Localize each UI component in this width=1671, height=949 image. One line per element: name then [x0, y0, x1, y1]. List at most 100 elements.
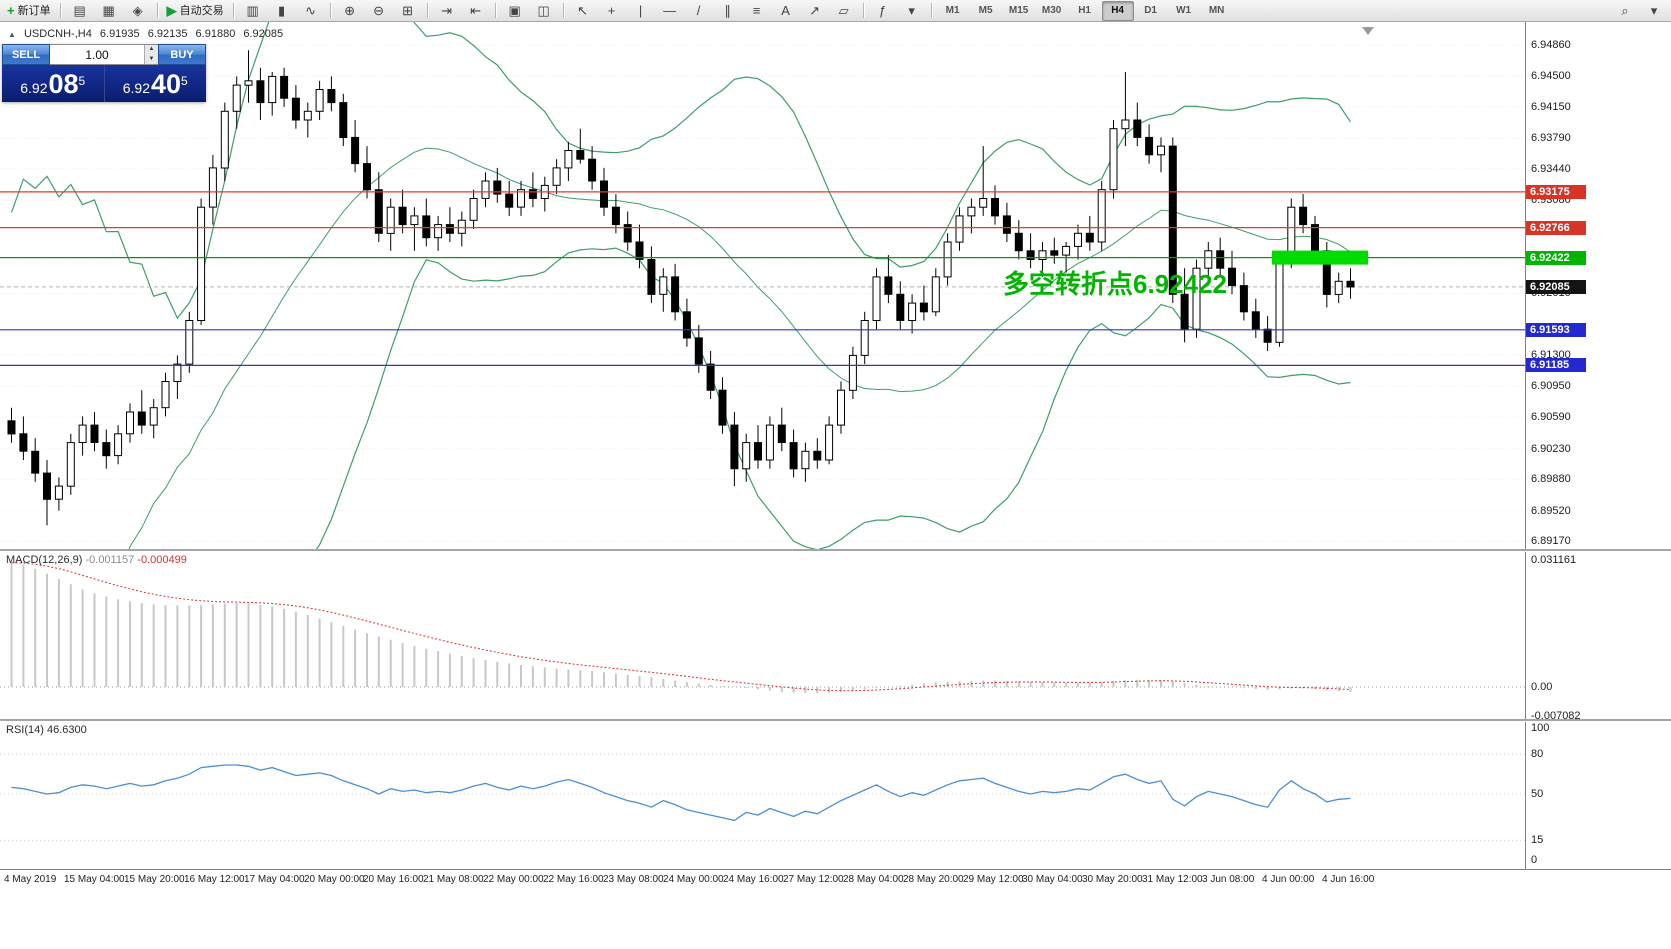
volume-field[interactable]: 1.00 ▲ ▼	[50, 44, 158, 65]
new-order-icon: +	[7, 2, 15, 18]
sell-price[interactable]: 6.92 08 5	[2, 65, 105, 102]
crosshair-button[interactable]: +	[598, 1, 626, 21]
candlestick-chart-button[interactable]: ▮	[268, 1, 296, 21]
volume-down-button[interactable]: ▼	[145, 54, 158, 64]
panel-separator[interactable]	[0, 549, 1671, 551]
indicators-button[interactable]: ƒ	[869, 1, 897, 21]
text-label-button[interactable]: A	[772, 1, 800, 21]
ohlc-close: 6.92085	[243, 28, 284, 40]
timeframe-m15-button[interactable]: M15	[1003, 1, 1035, 21]
fibonacci-button[interactable]: ≡	[743, 1, 771, 21]
timeframe-h4-button[interactable]: H4	[1101, 0, 1134, 21]
chart-shift-icon: ⇤	[470, 2, 482, 18]
chart-shift-button[interactable]: ⇤	[462, 1, 490, 21]
timeframe-h1-button[interactable]: H1	[1069, 1, 1101, 21]
toolbar-separator	[329, 3, 331, 18]
price-tick: 15	[1531, 834, 1544, 846]
vertical-line-icon: |	[638, 2, 643, 18]
price-chart-panel[interactable]: 多空转折点6.92422	[0, 0, 1525, 949]
time-axis-label: 28 May 20:00	[903, 874, 964, 885]
timeframe-mn-button[interactable]: MN	[1201, 1, 1233, 21]
grid-toggle-button[interactable]: ⊞	[394, 1, 422, 21]
indicator-dropdown-icon: ▾	[908, 2, 915, 18]
price-tick: 6.93440	[1531, 163, 1571, 175]
candlestick-chart[interactable]: 多空转折点6.92422	[0, 0, 1525, 949]
search-icon: ⌕	[1621, 2, 1629, 18]
time-axis-label: 4 Jun 00:00	[1262, 874, 1315, 885]
timeframe-w1-icon: W1	[1176, 4, 1192, 16]
zoom-out-button[interactable]: ⊖	[365, 1, 393, 21]
macd-value: -0.001157	[85, 554, 135, 566]
symbol-ohlc-header: ▲ USDCNH-,H4 6.91935 6.92135 6.91880 6.9…	[8, 28, 288, 40]
autotrading-icon: ▶	[166, 2, 177, 18]
level-price-badge: 6.92766	[1526, 221, 1586, 235]
macd-header: MACD(12,26,9) -0.001157 -0.000499	[6, 554, 187, 566]
market-watch-button[interactable]: ▤	[66, 1, 94, 21]
time-axis-label: 4 May 2019	[4, 874, 57, 885]
level-price-badge: 6.93175	[1526, 185, 1586, 199]
price-tick: 0	[1531, 854, 1538, 866]
buy-price[interactable]: 6.92 40 5	[104, 65, 206, 102]
zoom-in-icon: ⊕	[344, 2, 356, 18]
horizontal-line-button[interactable]: —	[656, 1, 684, 21]
time-axis-label: 15 May 20:00	[124, 874, 185, 885]
current-price-badge: 6.92085	[1526, 280, 1586, 294]
rsi-panel[interactable]	[0, 721, 1525, 869]
rsi-value: 46.6300	[46, 724, 87, 736]
volume-up-button[interactable]: ▲	[145, 45, 158, 55]
zoom-in-button[interactable]: ⊕	[336, 1, 364, 21]
channel-button[interactable]: ∥	[714, 1, 742, 21]
time-axis-label: 17 May 04:00	[244, 874, 305, 885]
time-axis-label: 23 May 08:00	[603, 874, 664, 885]
timeframe-w1-button[interactable]: W1	[1168, 1, 1200, 21]
price-tick: 6.94150	[1531, 101, 1571, 113]
new-order-button[interactable]: + 新订单	[3, 1, 55, 21]
timeframe-d1-button[interactable]: D1	[1135, 1, 1167, 21]
timeframe-h4-icon: H4	[1111, 4, 1124, 16]
sell-button[interactable]: SELL	[2, 44, 50, 65]
ohlc-high: 6.92135	[147, 28, 188, 40]
macd-chart[interactable]	[0, 551, 1525, 719]
volume-stepper: ▲ ▼	[144, 45, 158, 64]
timeframe-m5-button[interactable]: M5	[970, 1, 1002, 21]
ohlc-open: 6.91935	[99, 28, 140, 40]
buy-button[interactable]: BUY	[158, 44, 206, 65]
indicator-dropdown-button[interactable]: ▾	[898, 1, 926, 21]
timeframe-m30-icon: M30	[1041, 4, 1062, 16]
cursor-button[interactable]: ↖	[569, 1, 597, 21]
arrow-tools-button[interactable]: ↗	[801, 1, 829, 21]
time-axis-label: 3 Jun 08:00	[1202, 874, 1255, 885]
crosshair-icon: +	[607, 2, 616, 18]
panel-separator[interactable]	[0, 719, 1671, 721]
bar-chart-button[interactable]: ▥	[239, 1, 267, 21]
autotrading-button[interactable]: ▶ 自动交易	[163, 1, 228, 21]
line-chart-button[interactable]: ∿	[297, 1, 325, 21]
time-axis-label: 27 May 12:00	[783, 874, 844, 885]
time-axis-label: 21 May 08:00	[423, 874, 484, 885]
price-tick: 6.89170	[1531, 535, 1571, 547]
data-window-button[interactable]: ▦	[95, 1, 123, 21]
rsi-chart[interactable]	[0, 721, 1525, 869]
collapse-icon[interactable]: ▲	[8, 30, 16, 39]
trendline-button[interactable]: /	[685, 1, 713, 21]
cascade-windows-button[interactable]: ▣	[501, 1, 529, 21]
timeframe-m1-button[interactable]: M1	[937, 1, 969, 21]
tile-windows-button[interactable]: ◫	[530, 1, 558, 21]
search-button[interactable]: ⌕	[1611, 1, 1639, 21]
tile-windows-icon: ◫	[537, 2, 550, 18]
navigator-button[interactable]: ◈	[124, 1, 152, 21]
sell-price-big: 08	[48, 69, 79, 99]
time-axis-label: 30 May 04:00	[1022, 874, 1083, 885]
price-tick: 0.00	[1531, 681, 1553, 693]
macd-panel[interactable]	[0, 551, 1525, 719]
ohlc-low: 6.91880	[195, 28, 236, 40]
auto-scroll-button[interactable]: ⇥	[433, 1, 461, 21]
toolbar-menu-button[interactable]: ▾	[1640, 1, 1668, 21]
shapes-button[interactable]: ▱	[830, 1, 858, 21]
vertical-line-button[interactable]: |	[627, 1, 655, 21]
bar-chart-icon: ▥	[246, 2, 259, 18]
navigator-icon: ◈	[132, 2, 143, 18]
volume-value[interactable]: 1.00	[85, 47, 109, 62]
timeframe-m30-button[interactable]: M30	[1036, 1, 1068, 21]
